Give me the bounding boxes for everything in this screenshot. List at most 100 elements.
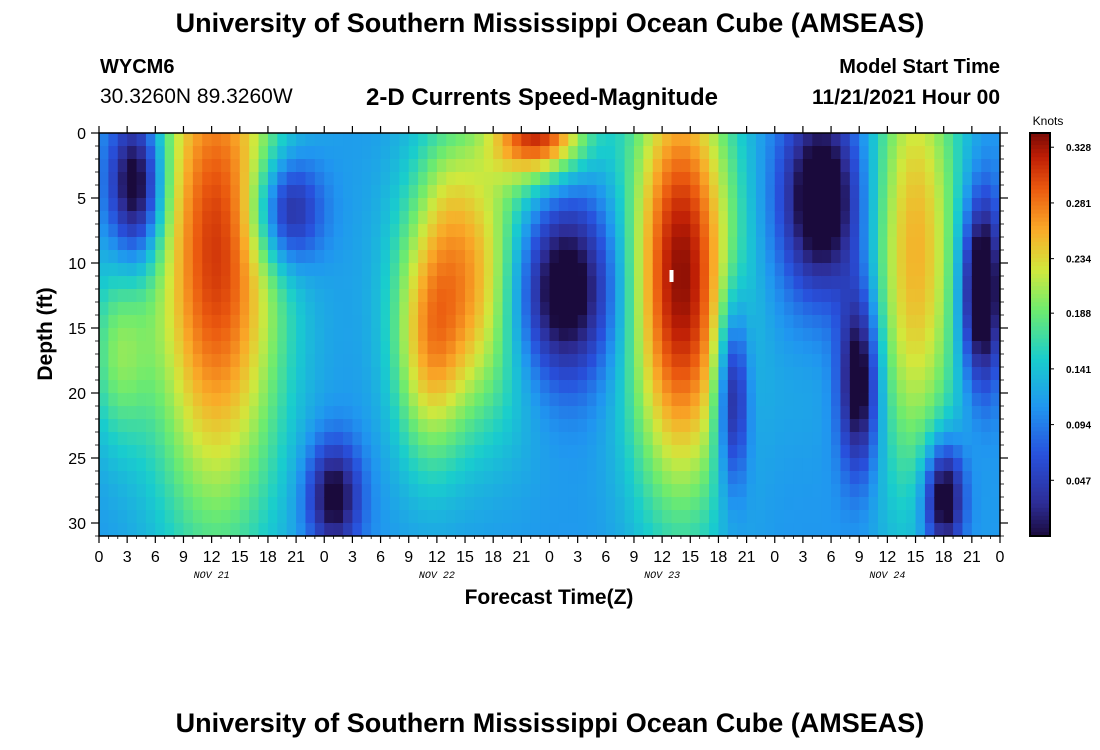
heatmap-cell [549, 510, 560, 524]
heatmap-cell [371, 172, 382, 186]
x-tick-label: 0 [95, 549, 104, 566]
heatmap-cell [446, 198, 457, 212]
heatmap-cell [615, 250, 626, 264]
heatmap-cell [587, 211, 598, 225]
heatmap-cell [427, 198, 438, 212]
heatmap-cell [615, 432, 626, 446]
heatmap-cell [117, 159, 128, 173]
heatmap-cell [962, 289, 973, 303]
heatmap-cell [868, 432, 879, 446]
heatmap-cell [680, 393, 691, 407]
heatmap-cell [896, 445, 907, 459]
heatmap-cell [859, 328, 870, 342]
colorbar-step [1030, 261, 1050, 267]
heatmap-cell [221, 276, 231, 290]
heatmap-cell [624, 432, 635, 446]
heatmap-cell [699, 393, 710, 407]
heatmap-cell [324, 406, 335, 420]
heatmap-cell [577, 302, 588, 316]
heatmap-cell [286, 146, 297, 160]
heatmap-cell [633, 393, 644, 407]
heatmap-cell [399, 276, 410, 290]
heatmap-cell [343, 419, 354, 433]
heatmap-cell [267, 263, 278, 277]
heatmap-cell [408, 367, 419, 381]
heatmap-cell [812, 471, 823, 485]
heatmap-cell [887, 380, 898, 394]
heatmap-cell [324, 367, 335, 381]
colorbar-step [1030, 407, 1050, 412]
heatmap-cell [493, 276, 504, 290]
heatmap-cell [399, 497, 410, 511]
heatmap-cell [605, 198, 616, 212]
heatmap-cell [849, 341, 860, 355]
heatmap-cell [371, 289, 382, 303]
heatmap-cell [709, 341, 720, 355]
heatmap-cell [802, 341, 813, 355]
heatmap-cell [990, 341, 1000, 355]
heatmap-cell [211, 484, 222, 498]
heatmap-cell [192, 289, 203, 303]
heatmap-cell [174, 458, 185, 472]
heatmap-cell [389, 393, 400, 407]
heatmap-cell [652, 302, 663, 316]
heatmap-cell [249, 367, 260, 381]
heatmap-cell [455, 133, 466, 147]
heatmap-cell [971, 159, 982, 173]
heatmap-cell [483, 510, 494, 524]
heatmap-cell [127, 471, 138, 485]
heatmap-cell [99, 367, 109, 381]
heatmap-cell [258, 237, 269, 251]
heatmap-cell [314, 159, 325, 173]
heatmap-cell [333, 471, 344, 485]
heatmap-cell [174, 341, 185, 355]
heatmap-cell [915, 484, 926, 498]
heatmap-cell [633, 341, 644, 355]
heatmap-cell [230, 445, 241, 459]
heatmap-cell [624, 484, 635, 498]
colorbar-step [1030, 350, 1050, 356]
heatmap-cell [277, 432, 288, 446]
x-tick-label: 15 [231, 549, 249, 566]
heatmap-cell [483, 406, 494, 420]
heatmap-cell [887, 159, 898, 173]
heatmap-cell [746, 523, 757, 536]
heatmap-cell [765, 367, 776, 381]
heatmap-cell [765, 328, 776, 342]
heatmap-cell [587, 406, 598, 420]
heatmap-cell [483, 198, 494, 212]
heatmap-cell [446, 146, 457, 160]
heatmap-cell [493, 315, 504, 329]
heatmap-cell [455, 523, 466, 536]
heatmap-cell [521, 432, 532, 446]
heatmap-cell [859, 406, 870, 420]
heatmap-cell [784, 354, 795, 368]
heatmap-cell [502, 445, 513, 459]
heatmap-cell [746, 393, 757, 407]
heatmap-cell [127, 159, 138, 173]
heatmap-cell [521, 406, 532, 420]
heatmap-cell [427, 419, 438, 433]
heatmap-cell [934, 159, 945, 173]
heatmap-cell [915, 354, 926, 368]
heatmap-cell [465, 263, 476, 277]
heatmap-cell [446, 172, 457, 186]
heatmap-cell [577, 328, 588, 342]
heatmap-cell [859, 250, 870, 264]
heatmap-cell [361, 484, 372, 498]
heatmap-cell [136, 380, 147, 394]
heatmap-cell [267, 458, 278, 472]
heatmap-cell [164, 484, 175, 498]
heatmap-cell [221, 159, 231, 173]
heatmap-cell [671, 302, 682, 316]
heatmap-cell [906, 146, 917, 160]
heatmap-cell [727, 302, 738, 316]
heatmap-cell [502, 367, 513, 381]
heatmap-cell [511, 328, 522, 342]
heatmap-cell [596, 302, 607, 316]
heatmap-cell [906, 484, 917, 498]
heatmap-cell [474, 159, 485, 173]
x-date-label: NOV 24 [869, 571, 905, 582]
heatmap-cell [615, 185, 626, 199]
heatmap-cell [981, 172, 992, 186]
